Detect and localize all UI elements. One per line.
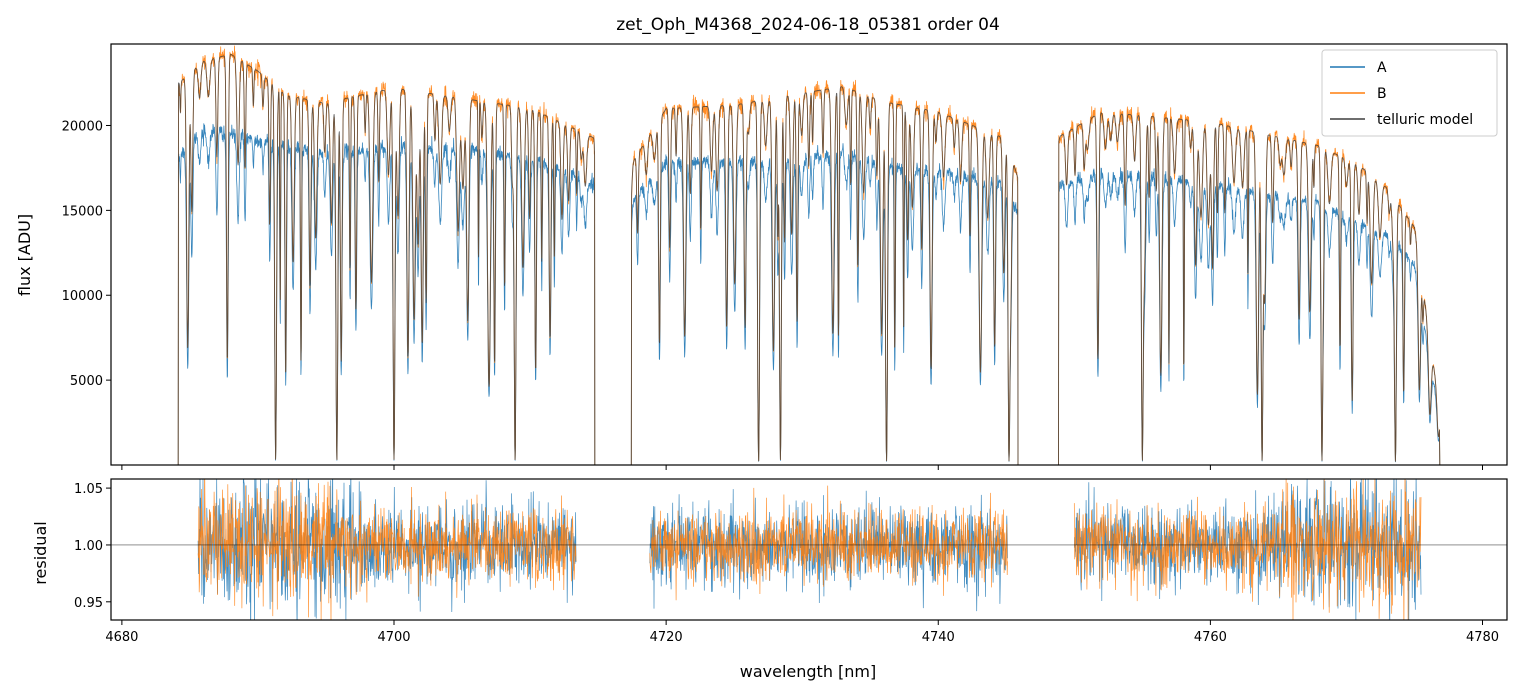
top-plot-area — [177, 45, 1441, 465]
bottom-plot-area — [111, 479, 1507, 620]
spectrum-segment — [630, 86, 1019, 465]
top-y-axis-label: flux [ADU] — [15, 214, 34, 296]
residual-segment — [1073, 479, 1422, 620]
legend-label-b: B — [1377, 86, 1387, 102]
series-telluric-model — [177, 53, 1441, 465]
x-tick-label: 4680 — [105, 630, 138, 645]
legend-label-telluric: telluric model — [1377, 112, 1473, 128]
y-tick-label: 5000 — [70, 374, 103, 389]
series-a — [177, 123, 1441, 465]
x-tick-label: 4760 — [1194, 630, 1227, 645]
spectrum-segment — [177, 123, 596, 465]
x-tick-label: 4700 — [377, 630, 410, 645]
top-axes-frame — [110, 43, 1508, 466]
y-tick-label: 20000 — [62, 119, 103, 134]
bottom-panel: 0.95 1.00 1.05 4680 4700 4720 4740 4760 4780 re… — [31, 478, 1508, 681]
residual-segment — [197, 479, 577, 620]
bottom-axes-frame — [110, 478, 1508, 621]
bottom-y-ticks: 0.95 1.00 1.05 — [74, 482, 111, 611]
legend-box — [1321, 49, 1498, 137]
y-tick-label: 1.00 — [74, 539, 103, 554]
x-tick-label: 4780 — [1466, 630, 1499, 645]
bottom-y-axis-label: residual — [31, 521, 50, 584]
x-tick-label: 4720 — [650, 630, 683, 645]
spectrum-segment — [1057, 112, 1441, 465]
top-y-ticks: 5000 10000 15000 20000 — [62, 119, 111, 389]
legend: A B telluric model — [1321, 49, 1498, 137]
y-tick-label: 1.05 — [74, 482, 103, 497]
x-tick-label: 4740 — [922, 630, 955, 645]
legend-label-a: A — [1377, 60, 1387, 76]
series-b — [177, 45, 1441, 465]
y-tick-label: 0.95 — [74, 596, 103, 611]
spectrum-segment — [177, 53, 596, 465]
y-tick-label: 15000 — [62, 204, 103, 219]
bottom-x-ticks: 4680 4700 4720 4740 4760 4780 — [105, 620, 1499, 645]
top-x-ticks — [121, 465, 1484, 470]
residual-segment — [649, 485, 1008, 601]
x-axis-label: wavelength [nm] — [740, 662, 877, 681]
y-tick-label: 10000 — [62, 289, 103, 304]
residual-series-b — [197, 479, 1422, 620]
chart-title: zet_Oph_M4368_2024-06-18_05381 order 04 — [616, 15, 1000, 35]
spectrum-segment — [630, 143, 1019, 465]
spectrum-segment — [1057, 167, 1441, 465]
top-panel: 5000 10000 15000 20000 flux [ADU] A B tellu… — [15, 43, 1508, 470]
